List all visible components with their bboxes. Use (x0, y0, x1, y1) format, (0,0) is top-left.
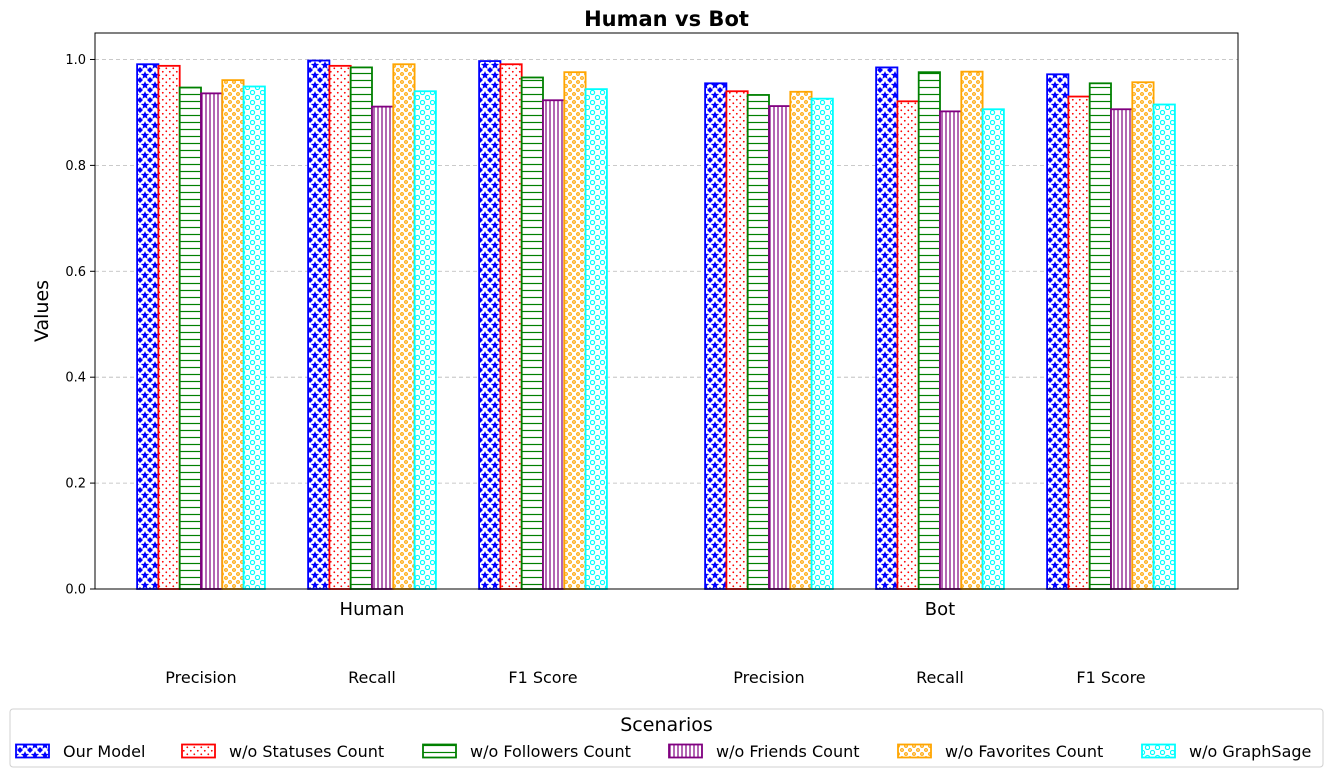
legend-swatch-w-o-favorites-count (897, 743, 932, 759)
metric-label-human-f1-score: F1 Score (508, 668, 577, 687)
bar-human-recall-our-model (307, 59, 331, 590)
y-tick-label-0.6: 0.6 (65, 265, 86, 280)
legend-swatch-w-o-friends-count (668, 743, 703, 759)
bar-human-precision-w-o-followers-count (178, 86, 202, 590)
legend-label-w-o-followers-count: w/o Followers Count (470, 742, 631, 761)
legend-label-w-o-friends-count: w/o Friends Count (716, 742, 860, 761)
y-tick-label-0.8: 0.8 (65, 159, 86, 174)
bar-human-precision-w-o-graphsage (242, 85, 266, 590)
bar-human-f1-score-w-o-graphsage (584, 88, 608, 590)
bar-bot-f1-score-w-o-graphsage (1152, 103, 1176, 590)
bar-bot-precision-w-o-friends-count (768, 105, 792, 590)
legend-swatch-w-o-followers-count (422, 743, 457, 759)
group-labels: Human Bot (340, 599, 956, 620)
y-tick-label-1.0: 1.0 (65, 53, 86, 68)
group-label-bot: Bot (925, 599, 955, 620)
legend-swatch-w-o-graphsage (1141, 743, 1176, 759)
legend-label-w-o-graphsage: w/o GraphSage (1189, 742, 1311, 761)
bar-bot-recall-w-o-favorites-count (960, 70, 984, 590)
metric-label-human-recall: Recall (348, 668, 396, 687)
metric-label-human-precision: Precision (165, 668, 236, 687)
metric-label-bot-f1-score: F1 Score (1076, 668, 1145, 687)
bar-bot-recall-w-o-statuses-count (896, 100, 920, 590)
bar-human-f1-score-w-o-statuses-count (499, 63, 523, 590)
legend-label-w-o-favorites-count: w/o Favorites Count (945, 742, 1103, 761)
legend-frame (9, 708, 1324, 768)
bar-bot-recall-w-o-followers-count (917, 71, 941, 590)
legend-swatch-w-o-statuses-count (181, 743, 216, 759)
legend-swatch-our-model (15, 743, 50, 759)
bar-bot-recall-w-o-friends-count (939, 110, 963, 590)
bar-human-f1-score-w-o-favorites-count (563, 71, 587, 590)
chart-title: Human vs Bot (584, 7, 749, 31)
bar-human-precision-our-model (136, 63, 160, 590)
bar-human-precision-w-o-statuses-count (157, 64, 181, 590)
bar-bot-f1-score-w-o-favorites-count (1131, 81, 1155, 590)
y-tick-label-0.0: 0.0 (65, 583, 86, 598)
bar-human-recall-w-o-graphsage (413, 90, 437, 590)
legend-label-w-o-statuses-count: w/o Statuses Count (229, 742, 384, 761)
metric-label-bot-precision: Precision (733, 668, 804, 687)
group-label-human: Human (340, 599, 405, 620)
y-axis-label: Values (31, 280, 53, 342)
bar-bot-precision-w-o-followers-count (746, 94, 770, 590)
legend-items: Our Model w/o Statuses Count w/o Followers… (15, 742, 1311, 761)
bar-bot-recall-our-model (875, 66, 899, 590)
bar-human-recall-w-o-favorites-count (392, 63, 416, 590)
bar-human-precision-w-o-friends-count (200, 92, 224, 590)
bar-bot-precision-our-model (704, 82, 728, 590)
bar-human-precision-w-o-favorites-count (221, 79, 245, 590)
bar-bot-f1-score-w-o-statuses-count (1067, 95, 1091, 590)
bar-bot-recall-w-o-graphsage (981, 108, 1005, 590)
bar-bot-precision-w-o-statuses-count (725, 90, 749, 590)
bar-human-f1-score-w-o-friends-count (542, 99, 566, 590)
plot-frame (94, 32, 1239, 590)
bar-bot-f1-score-our-model (1046, 73, 1070, 590)
y-tick-label-0.2: 0.2 (65, 477, 86, 492)
bars-layer (136, 59, 1176, 590)
legend: Scenarios Our Model w/o Statuses Count w/o… (9, 708, 1324, 768)
y-tick-label-0.4: 0.4 (65, 371, 86, 386)
bar-human-recall-w-o-followers-count (349, 66, 373, 590)
bar-human-recall-w-o-friends-count (371, 105, 395, 590)
bar-human-f1-score-our-model (478, 60, 502, 590)
y-axis: 0.0 0.2 0.4 0.6 0.8 1.0 (65, 53, 95, 598)
bar-human-f1-score-w-o-followers-count (520, 76, 544, 590)
bar-bot-f1-score-w-o-friends-count (1110, 108, 1134, 590)
bar-bot-precision-w-o-graphsage (810, 97, 834, 590)
legend-label-our-model: Our Model (63, 742, 145, 761)
metric-label-bot-recall: Recall (916, 668, 964, 687)
legend-title: Scenarios (620, 714, 713, 736)
bar-bot-precision-w-o-favorites-count (789, 90, 813, 590)
bar-bot-f1-score-w-o-followers-count (1088, 82, 1112, 590)
bar-human-recall-w-o-statuses-count (328, 64, 352, 590)
metric-labels: Precision Recall F1 Score Precision Recall F1… (165, 668, 1145, 687)
